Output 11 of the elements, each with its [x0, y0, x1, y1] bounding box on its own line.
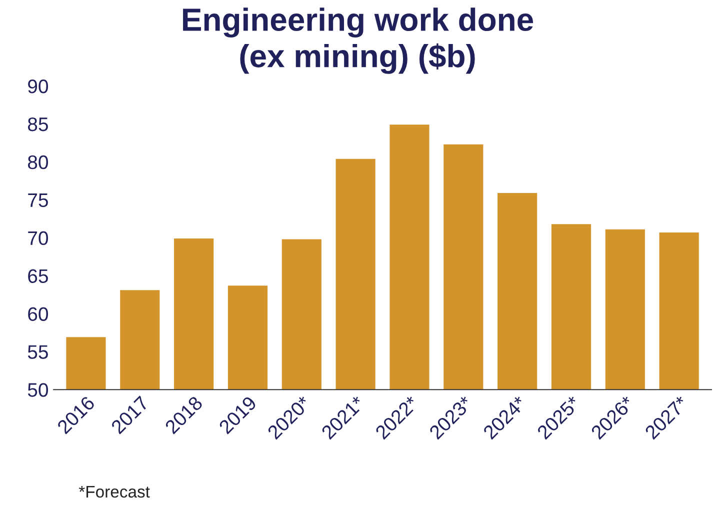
y-tick-label: 55	[28, 345, 48, 359]
text: *Forecast	[78, 486, 150, 498]
y-tick-label: 90	[28, 79, 48, 94]
y-tick-label: 85	[28, 117, 48, 132]
chart-title: Engineering work done (ex mining) ($b)	[183, 8, 534, 74]
y-tick-label: 70	[28, 231, 48, 246]
y-tick-label: 80	[28, 155, 48, 170]
y-tick-label: 60	[28, 307, 48, 321]
y-tick-label: 75	[28, 194, 48, 208]
y-tick-label: 50	[28, 383, 48, 397]
y-tick-label: 65	[28, 269, 48, 284]
